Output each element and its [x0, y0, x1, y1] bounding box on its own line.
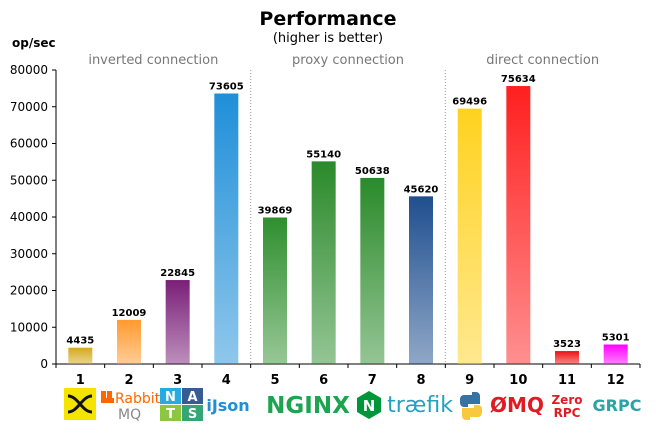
group-label: proxy connection — [292, 53, 404, 68]
chart-subtitle: (higher is better) — [273, 31, 383, 46]
group-label: direct connection — [486, 53, 599, 68]
value-label-12: 5301 — [602, 333, 630, 344]
x-tick-label-9: 9 — [465, 373, 474, 388]
bar-6 — [312, 161, 336, 364]
bar-4 — [214, 94, 238, 364]
bar-8 — [409, 196, 433, 364]
zerorpc-text-2: RPC — [554, 406, 581, 420]
chart-title: Performance — [259, 8, 396, 30]
bar-3 — [166, 280, 190, 364]
grpc-icon: GRPC — [593, 396, 642, 415]
python-icon — [460, 392, 482, 420]
value-label-3: 22845 — [160, 268, 195, 279]
bar-11 — [555, 351, 579, 364]
value-label-5: 39869 — [258, 205, 293, 216]
y-tick-label: 20000 — [10, 284, 48, 298]
y-tick-label: 40000 — [10, 210, 48, 224]
bar-5 — [263, 217, 287, 364]
value-label-6: 55140 — [306, 149, 341, 160]
x-tick-label-10: 10 — [509, 373, 527, 388]
x-tick-label-7: 7 — [368, 373, 377, 388]
x-tick-label-4: 4 — [222, 373, 231, 388]
x-tick-labels: 1 2 3 4 5 6 7 8 9 10 11 12 — [76, 373, 625, 388]
bar-12 — [604, 345, 628, 364]
value-labels: 4435 12009 22845 73605 39869 55140 50638 45620 6… — [66, 74, 629, 350]
x-tick-label-2: 2 — [124, 373, 133, 388]
bar-10 — [506, 86, 530, 364]
y-tick-label: 0 — [40, 357, 48, 371]
rabbitmq-icon: Rabbit MQ — [101, 391, 161, 423]
y-axis-label: op/sec — [12, 36, 56, 50]
x-tick-label-6: 6 — [319, 373, 328, 388]
value-label-8: 45620 — [404, 184, 439, 195]
x-tick-label-8: 8 — [416, 373, 425, 388]
x-tick-label-3: 3 — [173, 373, 182, 388]
ijson-icon: iJson — [206, 396, 249, 415]
rabbitmq-text-2: MQ — [118, 407, 141, 423]
group-label: inverted connection — [88, 53, 218, 68]
value-label-10: 75634 — [501, 74, 536, 85]
y-tick-label: 60000 — [10, 137, 48, 151]
y-tick-label: 50000 — [10, 173, 48, 187]
value-label-11: 3523 — [553, 339, 581, 350]
y-tick-label: 70000 — [10, 100, 48, 114]
nats-icon: N A T S — [160, 388, 203, 422]
nginx-icon: NGINX — [266, 393, 350, 419]
nats-letter-s: S — [188, 407, 197, 422]
zeromq-icon: ØMQ — [490, 393, 544, 417]
bar-7 — [360, 178, 384, 364]
x-tick-label-12: 12 — [607, 373, 625, 388]
bar-1 — [68, 348, 92, 364]
logos-row: Rabbit MQ N A T S iJson NGINX N træfik — [64, 388, 641, 423]
x-tick-label-11: 11 — [558, 373, 576, 388]
value-label-4: 73605 — [209, 82, 244, 93]
nginx-n-letter: N — [363, 397, 376, 415]
nats-letter-a: A — [187, 390, 197, 405]
nats-letter-t: T — [166, 407, 175, 422]
y-tick-label: 10000 — [10, 320, 48, 334]
value-label-2: 12009 — [112, 308, 147, 319]
bars — [68, 86, 627, 364]
nginx-n-icon: N — [357, 391, 381, 419]
value-label-1: 4435 — [66, 336, 94, 347]
traefik-icon: træfik — [387, 393, 453, 418]
zerorpc-text-1: Zero — [551, 393, 582, 407]
value-label-7: 50638 — [355, 166, 390, 177]
bar-2 — [117, 320, 141, 364]
value-label-9: 69496 — [452, 97, 487, 108]
y-tick-label: 30000 — [10, 247, 48, 261]
x-tick-label-1: 1 — [76, 373, 85, 388]
rabbitmq-text: Rabbit — [115, 391, 161, 407]
bar-9 — [458, 109, 482, 364]
y-tick-label: 80000 — [10, 63, 48, 77]
x-tick-label-5: 5 — [270, 373, 279, 388]
zeromq-cross-icon — [64, 388, 96, 420]
nats-letter-n: N — [165, 390, 176, 405]
